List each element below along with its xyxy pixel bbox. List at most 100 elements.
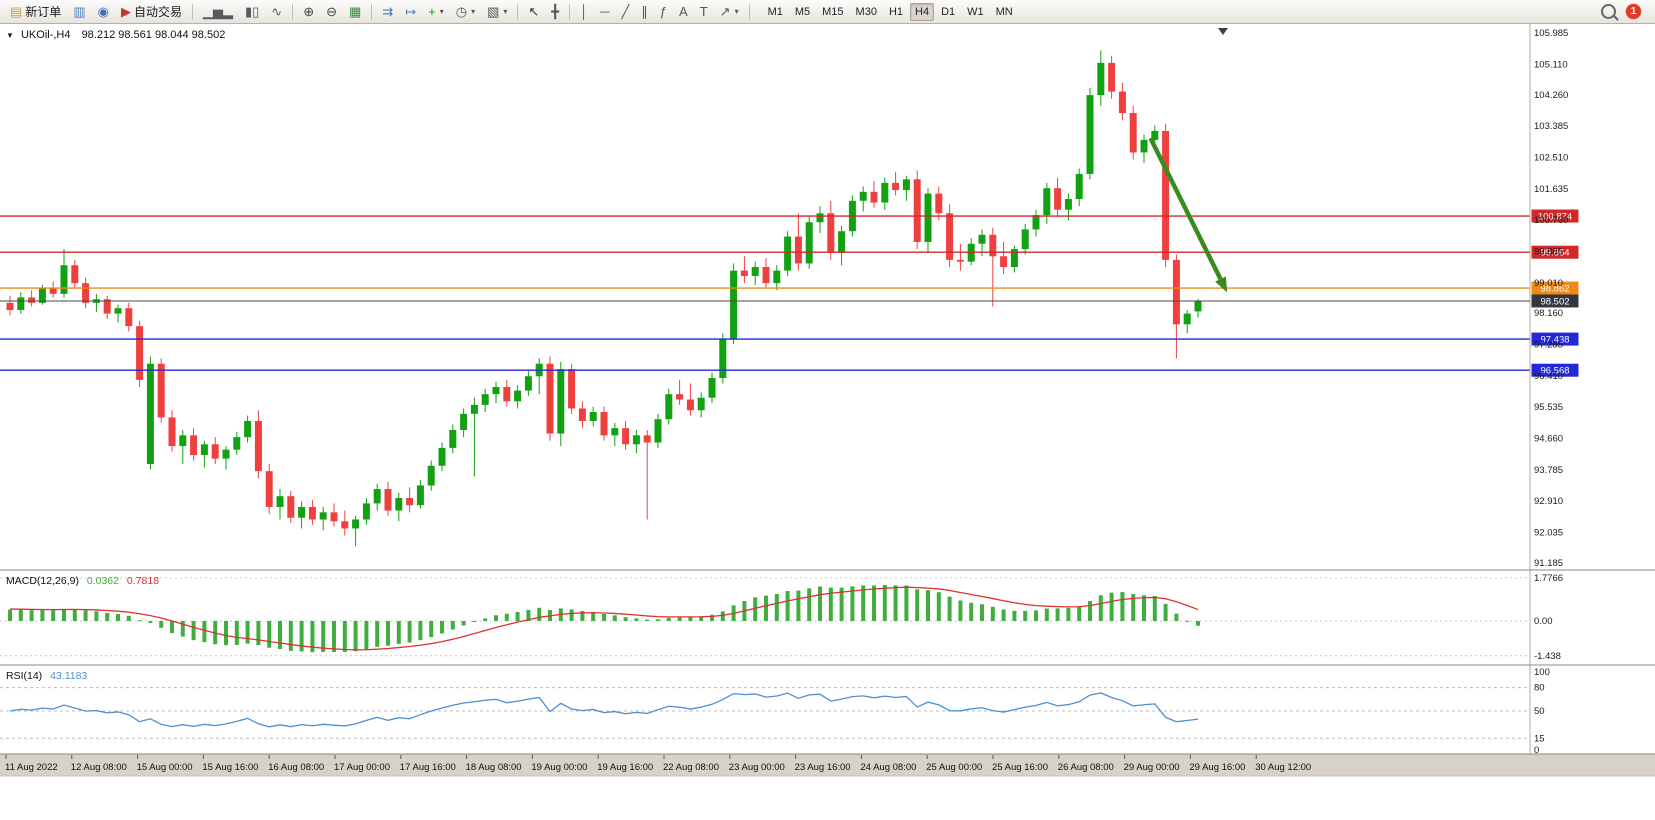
candle	[524, 376, 532, 391]
timeframe-mn-button[interactable]: MN	[991, 3, 1018, 21]
time-axis-label: 19 Aug 16:00	[597, 762, 653, 773]
candle	[200, 444, 208, 456]
indicators-button[interactable]: + ▾	[423, 2, 449, 22]
macd-histogram-bar	[1023, 610, 1028, 621]
candle	[244, 421, 252, 438]
time-axis-label: 17 Aug 16:00	[400, 762, 456, 773]
macd-histogram-bar	[18, 609, 23, 621]
bar-chart-button[interactable]: ▁▅▂	[198, 2, 238, 22]
candle	[1000, 256, 1008, 268]
macd-histogram-bar	[699, 616, 704, 621]
price-axis-label: 100.760	[1534, 215, 1568, 226]
macd-histogram-bar	[818, 586, 822, 621]
time-axis[interactable]: 11 Aug 2022 12 Aug 08:00 15 Aug 00:00 15 Au…	[0, 754, 1655, 777]
macd-histogram-bar	[828, 587, 833, 621]
auto-trading-label: 自动交易	[133, 5, 182, 19]
crosshair-button[interactable]: ╋	[546, 2, 564, 22]
cursor-button[interactable]: ↖	[523, 2, 544, 22]
price-line-tag-text: 99.864	[1540, 248, 1569, 259]
templates-button[interactable]: ▧ ▾	[482, 2, 512, 22]
chart-canvas[interactable]: 100.87499.86498.86297.43896.56898.502105…	[0, 24, 1655, 820]
candle	[935, 193, 943, 214]
timeframe-m15-button[interactable]: M15	[817, 3, 848, 21]
price-axis-label: 101.635	[1534, 184, 1568, 195]
text-button[interactable]: A	[674, 2, 693, 22]
chart-shift-marker[interactable]	[1218, 28, 1228, 35]
time-axis-label: 19 Aug 00:00	[531, 762, 587, 773]
candle	[265, 471, 273, 507]
macd-histogram-bar	[1163, 603, 1168, 621]
candle	[49, 288, 57, 294]
candle	[125, 308, 133, 327]
rsi-axis-label: 0	[1534, 745, 1539, 756]
macd-name: MACD(12,26,9)	[6, 575, 79, 587]
new-order-button[interactable]: ▤ 新订单	[5, 2, 66, 22]
community-button[interactable]: ◉	[93, 2, 114, 22]
toolbar-separator	[292, 3, 294, 20]
macd-histogram-bar	[753, 597, 758, 621]
candle	[892, 182, 900, 191]
auto-scroll-button[interactable]: ⇉	[377, 2, 398, 22]
macd-histogram-bar	[1109, 592, 1114, 621]
time-axis-label: 25 Aug 00:00	[926, 762, 982, 773]
label-button[interactable]: T	[695, 2, 713, 22]
timeframe-m5-button[interactable]: M5	[790, 3, 815, 21]
symbol-period-label: UKOil-,H4	[20, 29, 71, 41]
horizontal-line-button[interactable]: ─	[595, 2, 614, 22]
candlestick-chart-button[interactable]: ▮▯	[240, 2, 264, 22]
notification-badge[interactable]: 1	[1626, 4, 1641, 19]
timeframe-m1-button[interactable]: M1	[763, 3, 788, 21]
shapes-button[interactable]: ↗ ▾	[715, 2, 744, 22]
macd-histogram-bar	[677, 616, 682, 621]
trendline-button[interactable]: ╱	[616, 2, 634, 22]
macd-histogram-bar	[126, 615, 131, 621]
zoom-in-button[interactable]: ⊕	[298, 2, 319, 22]
candle	[956, 259, 964, 262]
search-icon[interactable]	[1601, 4, 1616, 19]
periods-button[interactable]: ◷ ▾	[451, 2, 480, 22]
timeframe-h4-button[interactable]: H4	[910, 2, 935, 21]
zoom-out-button[interactable]: ⊖	[321, 2, 342, 22]
macd-histogram-bar	[915, 589, 920, 621]
vertical-line-button[interactable]: │	[575, 2, 593, 22]
candle	[287, 496, 295, 518]
candle	[373, 489, 381, 504]
candle	[211, 444, 219, 459]
macd-histogram-bar	[893, 585, 898, 621]
timeframe-m30-button[interactable]: M30	[851, 3, 882, 21]
line-chart-button[interactable]: ∿	[266, 2, 287, 22]
timeframe-d1-button[interactable]: D1	[936, 3, 960, 21]
one-click-trading-collapse-icon[interactable]: ▼	[6, 31, 14, 40]
candlestick-chart-icon: ▮▯	[244, 4, 260, 19]
macd-histogram-bar	[234, 621, 239, 645]
auto-trading-button[interactable]: ▶ 自动交易	[116, 2, 187, 22]
candle	[568, 369, 576, 409]
candle	[1021, 229, 1029, 250]
macd-histogram-bar	[267, 621, 272, 648]
rsi-indicator-label: RSI(14) 43.1183	[6, 670, 92, 682]
candle	[416, 485, 424, 506]
macd-histogram-bar	[720, 611, 725, 621]
macd-histogram-bar	[364, 621, 369, 650]
macd-histogram-bar	[375, 621, 380, 647]
channel-button[interactable]: ∥	[636, 2, 653, 22]
time-axis-label: 18 Aug 08:00	[466, 762, 522, 773]
time-axis-label: 15 Aug 16:00	[202, 762, 258, 773]
chart-shift-button[interactable]: ↦	[400, 2, 421, 22]
macd-histogram-bar	[180, 621, 185, 637]
candle	[1118, 91, 1126, 114]
fibonacci-button[interactable]: ƒ	[655, 2, 672, 22]
market-depth-button[interactable]: ▥	[68, 2, 90, 22]
tile-windows-button[interactable]: ▦	[344, 2, 366, 22]
rsi-pane[interactable]	[0, 665, 1530, 754]
toolbar-separator	[569, 3, 571, 20]
macd-histogram-bar	[645, 619, 650, 621]
rsi-axis-label: 80	[1534, 683, 1545, 694]
timeframe-h1-button[interactable]: H1	[884, 3, 908, 21]
price-axis[interactable]: 105.985 105.110 104.260 103.385 102.510 101.6…	[1529, 24, 1568, 776]
trend-arrow-annotation[interactable]	[1148, 137, 1228, 293]
macd-histogram-bar	[1131, 594, 1136, 621]
main-chart-pane[interactable]	[0, 24, 1530, 570]
timeframe-w1-button[interactable]: W1	[962, 3, 989, 21]
horizontal-line-objects[interactable]: 100.874 99.864 98.862 97.438 96.568 98.502	[0, 209, 1579, 377]
